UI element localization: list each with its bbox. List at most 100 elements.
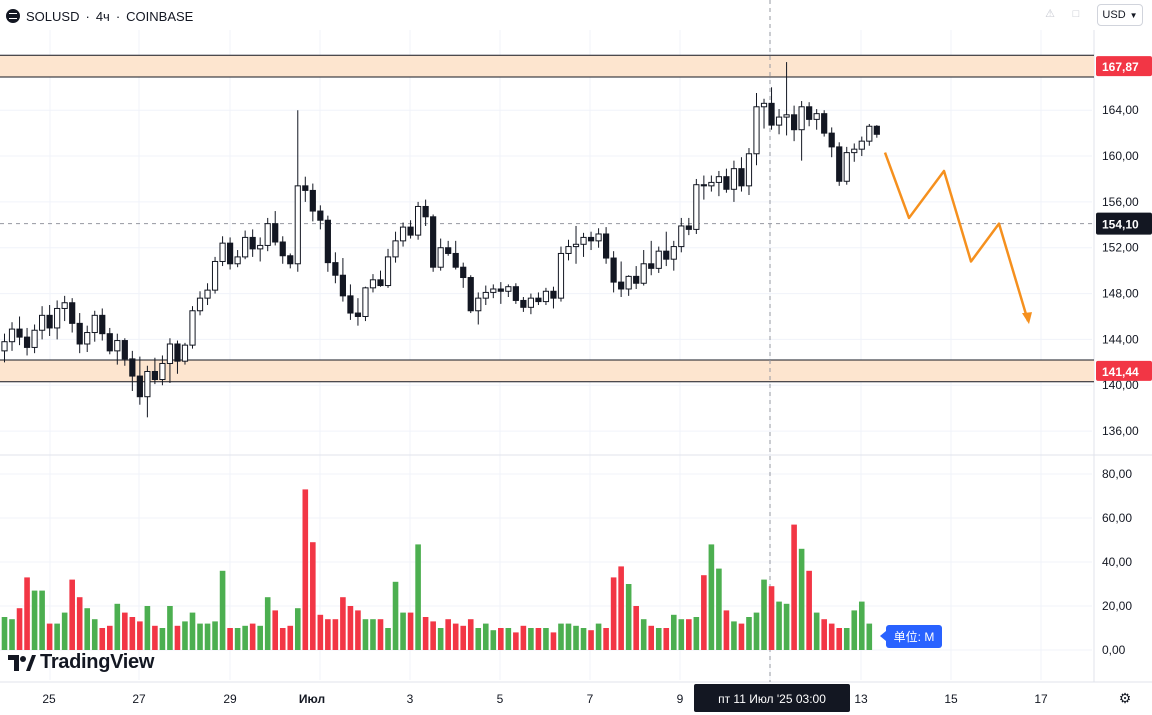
date-tick-label: 17 xyxy=(1034,692,1048,706)
volume-bar xyxy=(227,628,233,650)
forecast-arrow-line xyxy=(883,152,1030,322)
candle-body xyxy=(791,114,798,131)
volume-bar xyxy=(242,625,248,650)
volume-tick-label: 60,00 xyxy=(1102,511,1132,525)
volume-bar xyxy=(753,612,760,650)
resistance-price-label-bg xyxy=(1096,56,1152,77)
candle-body xyxy=(287,255,294,265)
volume-bar xyxy=(39,590,45,650)
candle-body xyxy=(813,113,820,120)
settings-gear-icon[interactable]: ⚙ xyxy=(1118,690,1132,706)
symbol-name[interactable]: SOLUSD xyxy=(26,8,80,24)
candle-body xyxy=(437,247,444,268)
candle-body xyxy=(640,263,647,284)
candle-body xyxy=(114,340,121,352)
volume-bar xyxy=(693,617,700,650)
volume-bar xyxy=(686,619,692,650)
candle-body xyxy=(723,176,730,190)
volume-bar xyxy=(445,619,451,650)
tradingview-logo-icon xyxy=(8,654,36,671)
candle-body xyxy=(249,236,256,250)
candle-body xyxy=(655,250,662,269)
candle-body xyxy=(460,266,467,279)
candle-body xyxy=(760,102,768,108)
date-tick-label: 9 xyxy=(677,692,684,706)
candle-body xyxy=(520,299,527,308)
candle-body xyxy=(587,236,595,242)
candle-body xyxy=(512,286,519,301)
candle-body xyxy=(219,242,226,262)
candle-body xyxy=(347,295,354,314)
candle-body xyxy=(54,307,61,329)
support-price-label-bg xyxy=(1096,360,1152,381)
volume-bar xyxy=(490,630,497,650)
candle-body xyxy=(610,257,617,283)
candle-body xyxy=(189,310,196,346)
volume-bar xyxy=(746,617,752,650)
volume-bar xyxy=(24,577,30,650)
volume-bar xyxy=(84,608,91,650)
volume-bar xyxy=(362,619,369,650)
symbol-header: SOLUSD · 4ч · COINBASE xyxy=(6,6,193,26)
volume-bar xyxy=(836,628,843,650)
volume-bar xyxy=(189,612,196,650)
date-tick-label: 7 xyxy=(587,692,594,706)
currency-dropdown[interactable]: USD ▼ xyxy=(1097,4,1143,26)
volume-bar xyxy=(806,570,812,650)
volume-bar xyxy=(723,610,730,650)
candle-body xyxy=(866,125,873,142)
candle-body xyxy=(618,281,625,290)
volume-bar xyxy=(513,632,519,650)
date-tick-label: 27 xyxy=(132,692,146,706)
fullscreen-icon[interactable]: □ xyxy=(1072,8,1080,20)
candle-body xyxy=(422,205,429,218)
candle-body xyxy=(39,314,46,331)
volume-bar xyxy=(550,632,557,650)
volume-bar xyxy=(648,625,655,650)
tradingview-logo[interactable]: TradingView xyxy=(8,651,154,674)
volume-bar xyxy=(137,621,143,650)
candle-body xyxy=(836,146,843,182)
volume-bar xyxy=(69,579,75,650)
candle-body xyxy=(91,314,98,334)
volume-bar xyxy=(212,621,218,650)
volume-bar xyxy=(603,628,609,650)
volume-bar xyxy=(791,524,797,650)
volume-bar xyxy=(595,623,602,650)
alert-icon[interactable]: ⚠ xyxy=(1045,8,1055,20)
support-price-label: 141,44 xyxy=(1102,365,1139,379)
candle-body xyxy=(8,328,16,343)
volume-bar xyxy=(851,610,858,650)
crosshair-date-label: пт 11 Июл '25 03:00 xyxy=(718,692,826,706)
candle-body xyxy=(76,322,83,345)
candle-body xyxy=(174,343,181,362)
candle-body xyxy=(309,189,316,212)
header-separator: · xyxy=(85,8,90,24)
volume-bar xyxy=(858,601,865,650)
candle-body xyxy=(858,140,865,150)
volume-bar xyxy=(625,584,632,650)
candle-body xyxy=(23,336,31,348)
top-icons: ⚠ □ xyxy=(1044,8,1082,20)
volume-bar xyxy=(174,625,181,650)
currency-label: USD xyxy=(1102,9,1126,21)
candle-body xyxy=(670,246,677,260)
candle-body xyxy=(467,277,474,312)
volume-bar xyxy=(234,628,241,650)
volume-bar xyxy=(302,489,309,650)
volume-bar xyxy=(422,617,429,650)
price-tick-label: 140,00 xyxy=(1102,378,1139,392)
volume-bar xyxy=(580,628,587,650)
interval-label[interactable]: 4ч xyxy=(95,8,110,24)
date-tick-label: 13 xyxy=(854,692,868,706)
exchange-label: COINBASE xyxy=(126,8,194,24)
candle-body xyxy=(257,244,264,250)
volume-tick-label: 0,00 xyxy=(1102,643,1126,657)
volume-bar xyxy=(482,623,489,650)
candle-body xyxy=(482,291,489,299)
volume-bar xyxy=(91,619,98,650)
price-tick-label: 136,00 xyxy=(1102,424,1139,438)
candle-body xyxy=(362,287,369,317)
candle-body xyxy=(294,185,301,265)
